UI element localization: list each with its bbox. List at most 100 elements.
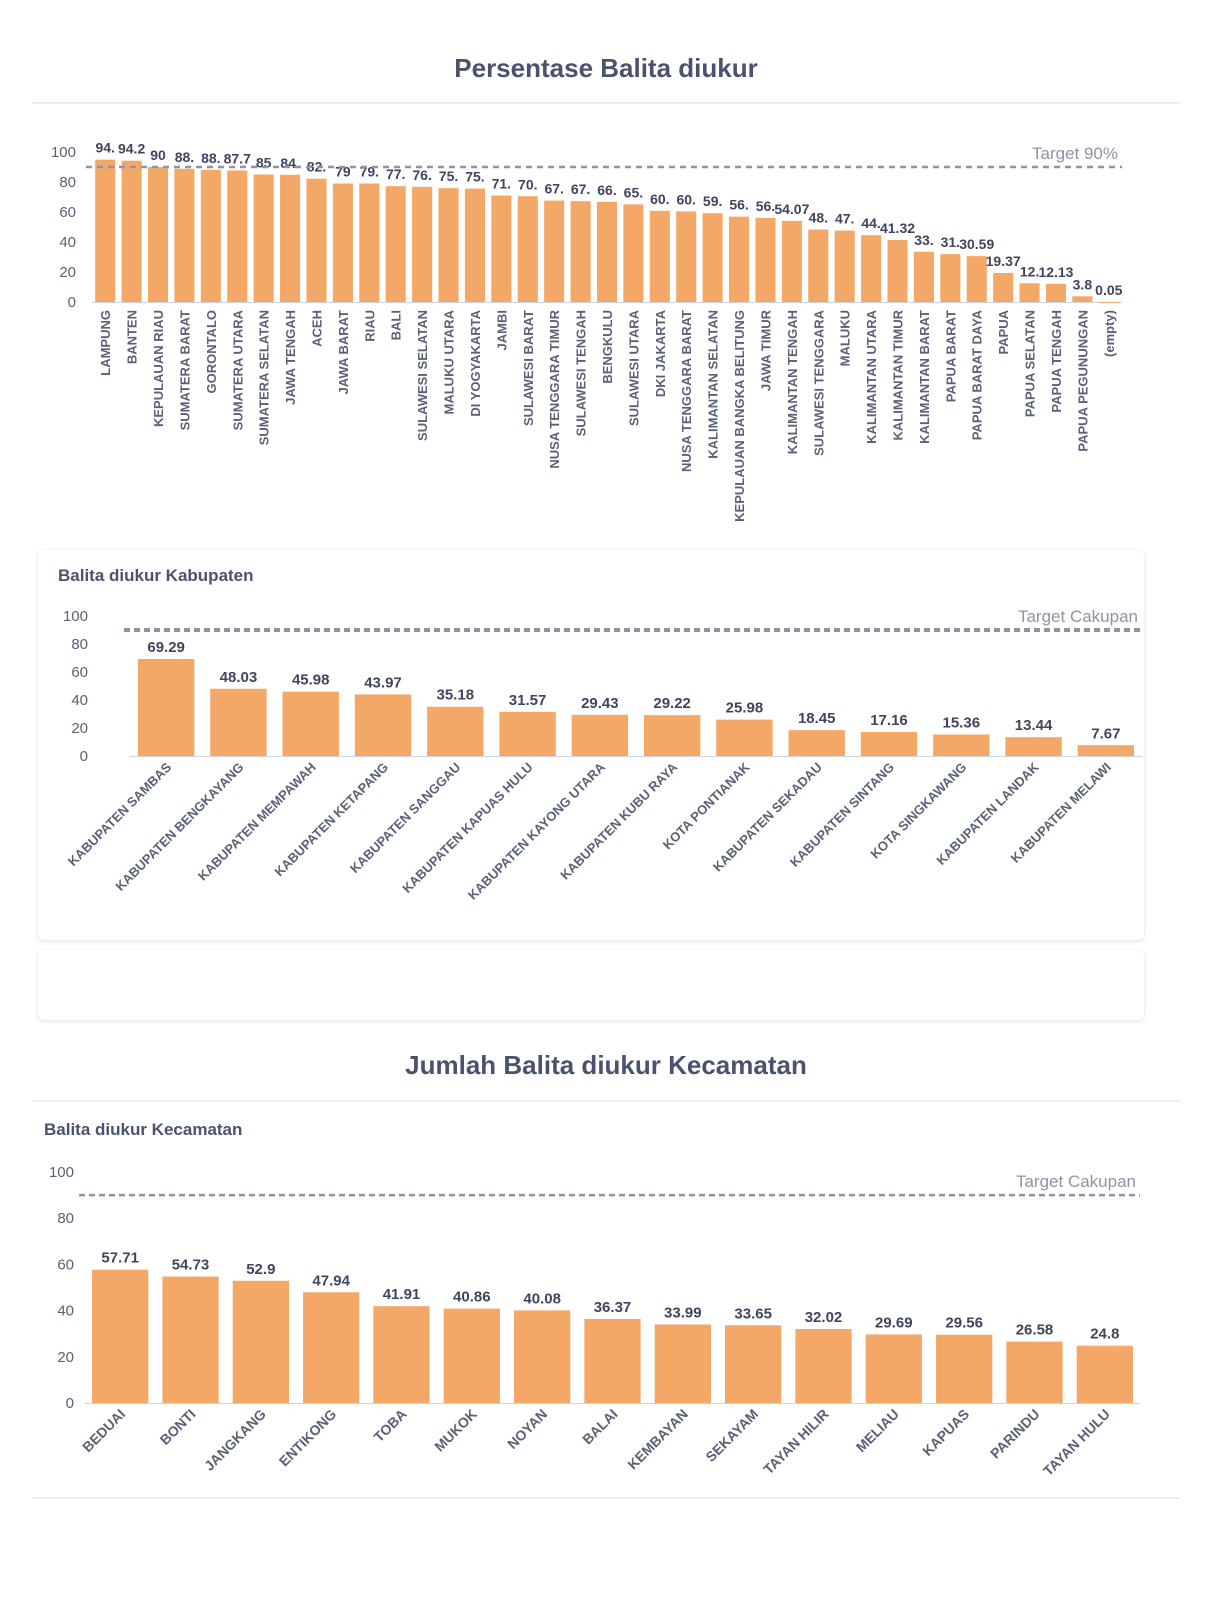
bar [654,1324,711,1403]
bar-value-label: 66. [597,182,616,198]
bar-value-label: 75. [439,168,458,184]
bar-value-label: 12.13 [1038,264,1073,280]
x-tick-label: SULAWESI BARAT [521,310,536,426]
bar [729,216,750,302]
bar-value-label: 70. [518,176,537,192]
bar-value-label: 82. [307,159,326,175]
bar-value-label: 35.18 [437,687,475,704]
bar [1098,301,1119,303]
bar [514,1310,571,1403]
x-tick-label: KABUPATEN KUBU RAYA [557,759,680,882]
bar [940,254,961,302]
bar [755,217,776,302]
bar-value-label: 87.7 [224,150,251,166]
x-tick-label: PAPUA PEGUNUNGAN [1075,310,1090,452]
x-tick-label: SULAWESI TENGAH [574,310,589,436]
bar [933,734,990,756]
bar [584,1318,641,1403]
bar [121,160,142,302]
bar-value-label: 40.86 [453,1289,491,1306]
bar-value-label: 48.03 [220,669,258,686]
x-tick-label: MALUKU [838,310,853,366]
bar-value-label: 76. [412,167,431,183]
x-tick-label: NOYAN [504,1406,550,1452]
x-tick-label: KEMBAYAN [624,1406,691,1473]
bar-value-label: 15.36 [943,714,981,731]
section-title-kecamatan: Jumlah Balita diukur Kecamatan [405,1050,807,1080]
card-title-kecamatan: Balita diukur Kecamatan [44,1120,243,1139]
bar-value-label: 44. [861,215,880,231]
bar-value-label: 69.29 [147,639,185,656]
bar-value-label: 41.91 [383,1286,421,1303]
bar [725,1325,782,1403]
bar-value-label: 54.07 [774,201,809,217]
bar [438,188,459,302]
x-tick-label: ACEH [309,310,324,347]
x-tick-label: PAPUA BARAT DAYA [970,309,985,440]
y-tick-label: 60 [57,1256,74,1273]
bar-value-label: 52.9 [246,1261,275,1278]
bar-value-label: 29.43 [581,695,619,712]
bar [232,1280,289,1403]
bar-value-label: 29.69 [875,1314,913,1331]
bar [1076,1345,1133,1403]
bar [200,169,221,302]
bar-value-label: 19.37 [986,253,1021,269]
y-tick-label: 80 [71,636,88,653]
x-tick-label: (empty) [1102,310,1117,357]
bar-value-label: 60. [676,191,695,207]
bar-value-label: 59. [703,193,722,209]
bar [966,256,987,302]
x-tick-label: ENTIKONG [276,1406,340,1470]
x-tick-label: KALIMANTAN UTARA [864,309,879,443]
x-tick-label: TAYAN HULU [1040,1406,1113,1479]
bar [1006,1341,1063,1403]
bar [373,1306,430,1403]
bar-value-label: 0.05 [1095,282,1122,298]
bar-value-label: 65. [624,184,643,200]
x-tick-label: SUMATERA SELATAN [257,310,272,445]
empty-card [38,950,1144,1020]
bar [702,213,723,302]
x-tick-label: LAMPUNG [98,310,113,376]
y-tick-label: 0 [68,294,76,311]
x-tick-label: BANTEN [125,310,140,364]
y-tick-label: 40 [71,692,88,709]
bar [92,1269,149,1403]
x-tick-label: KAPUAS [919,1406,972,1459]
bar-value-label: 43.97 [364,674,402,691]
y-tick-label: 0 [66,1395,74,1412]
x-tick-label: DI YOGYAKARTA [468,309,483,416]
x-tick-label: KALIMANTAN BARAT [917,310,932,444]
bar-value-label: 29.22 [653,695,691,712]
bar [280,174,301,302]
bar [1072,296,1093,302]
bar-value-label: 13.44 [1015,717,1053,734]
bar [282,691,339,756]
x-tick-label: KABUPATEN KAYONG UTARA [465,759,608,902]
x-tick-label: PAPUA BARAT [943,310,958,402]
bar [137,658,195,756]
bar-value-label: 31. [941,234,960,250]
bar [1019,283,1040,302]
bar-value-label: 33.99 [664,1304,702,1321]
x-tick-label: PARINDU [987,1406,1043,1462]
y-tick-label: 40 [59,234,76,251]
x-tick-label: KEPULAUAN BANGKA BELITUNG [732,310,747,522]
x-tick-label: PAPUA TENGAH [1049,310,1064,413]
card-title-kabupaten: Balita diukur Kabupaten [58,566,254,585]
bar [649,210,670,302]
x-tick-label: SULAWESI UTARA [626,309,641,426]
section-divider [32,102,1180,104]
x-tick-label: PAPUA SELATAN [1023,310,1038,417]
bar-value-label: 75. [465,169,484,185]
x-tick-label: RIAU [362,310,377,342]
x-tick-label: TAYAN HILIR [760,1406,831,1477]
y-tick-label: 40 [57,1303,74,1320]
bar [443,1308,500,1403]
x-tick-label: KABUPATEN BENGKAYANG [112,760,246,894]
x-tick-label: SULAWESI TENGGARA [811,309,826,456]
bar [499,711,556,756]
bar-value-label: 54.73 [172,1257,210,1274]
bar [865,1334,922,1403]
